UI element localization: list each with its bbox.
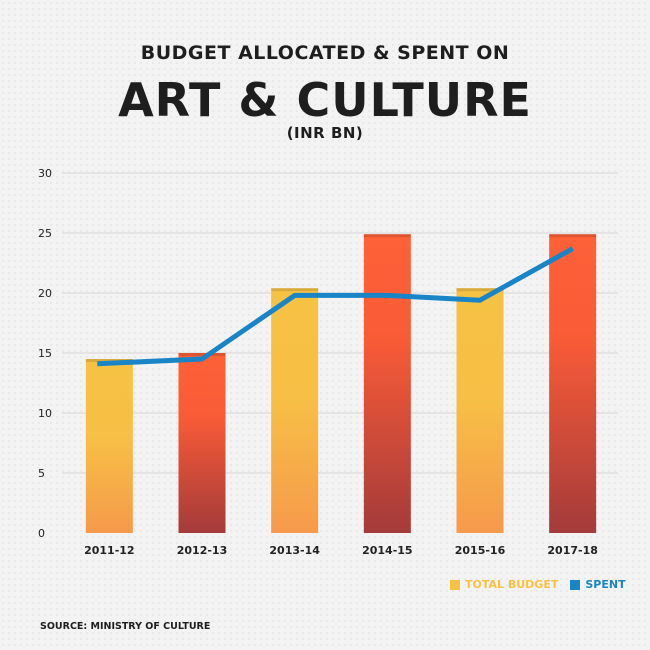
legend-label-spent: SPENT bbox=[585, 578, 626, 591]
bar-cap-2017-18 bbox=[549, 234, 597, 238]
x-tick-label-2012-13: 2012-13 bbox=[177, 544, 228, 557]
x-tick-label-2011-12: 2011-12 bbox=[84, 544, 135, 557]
x-tick-label-2014-15: 2014-15 bbox=[362, 544, 413, 557]
y-tick-label-30: 30 bbox=[38, 167, 52, 180]
bar-cap-2014-15 bbox=[363, 234, 411, 238]
y-tick-label-0: 0 bbox=[38, 527, 45, 540]
x-tick-label-2015-16: 2015-16 bbox=[455, 544, 506, 557]
legend: TOTAL BUDGET SPENT bbox=[450, 578, 638, 591]
bar-2015-16 bbox=[456, 288, 504, 533]
x-tick-label-2017-18: 2017-18 bbox=[547, 544, 598, 557]
chart-unit-label: (INR BN) bbox=[286, 124, 364, 142]
bar-2017-18 bbox=[549, 234, 597, 533]
legend-swatch-spent bbox=[570, 579, 581, 590]
gridlines bbox=[62, 172, 618, 474]
y-tick-label-10: 10 bbox=[38, 407, 52, 420]
bar-cap-2012-13 bbox=[178, 353, 226, 356]
bar-cap-2015-16 bbox=[456, 288, 504, 292]
source-note: SOURCE: MINISTRY OF CULTURE bbox=[40, 621, 211, 632]
bar-2014-15 bbox=[363, 234, 411, 533]
chart-subtitle-top: BUDGET ALLOCATED & SPENT ON bbox=[140, 42, 510, 64]
y-tick-label-5: 5 bbox=[38, 467, 45, 480]
spent-line-group bbox=[97, 246, 574, 367]
bar-cap-2011-12 bbox=[85, 359, 133, 362]
x-axis-ticks: 2011-12 2012-13 2013-14 2014-15 2015-16 2017-… bbox=[84, 544, 598, 557]
legend-item-budget: TOTAL BUDGET bbox=[450, 578, 558, 591]
y-tick-label-25: 25 bbox=[38, 227, 52, 240]
y-tick-label-20: 20 bbox=[38, 287, 52, 300]
bar-2013-14 bbox=[271, 288, 319, 533]
bar-2011-12 bbox=[85, 359, 133, 533]
y-axis-ticks: 0 5 10 15 20 25 30 bbox=[38, 167, 52, 540]
legend-swatch-budget bbox=[450, 579, 460, 590]
budget-bars bbox=[85, 234, 597, 533]
legend-label-budget: TOTAL BUDGET bbox=[465, 578, 559, 591]
y-tick-label-15: 15 bbox=[38, 347, 52, 360]
spent-line bbox=[97, 246, 574, 367]
x-tick-label-2013-14: 2013-14 bbox=[269, 544, 320, 557]
chart-title: ART & CULTURE bbox=[118, 73, 532, 127]
legend-item-spent: SPENT bbox=[570, 578, 626, 591]
bar-2012-13 bbox=[178, 353, 226, 533]
bar-cap-2013-14 bbox=[271, 288, 319, 292]
